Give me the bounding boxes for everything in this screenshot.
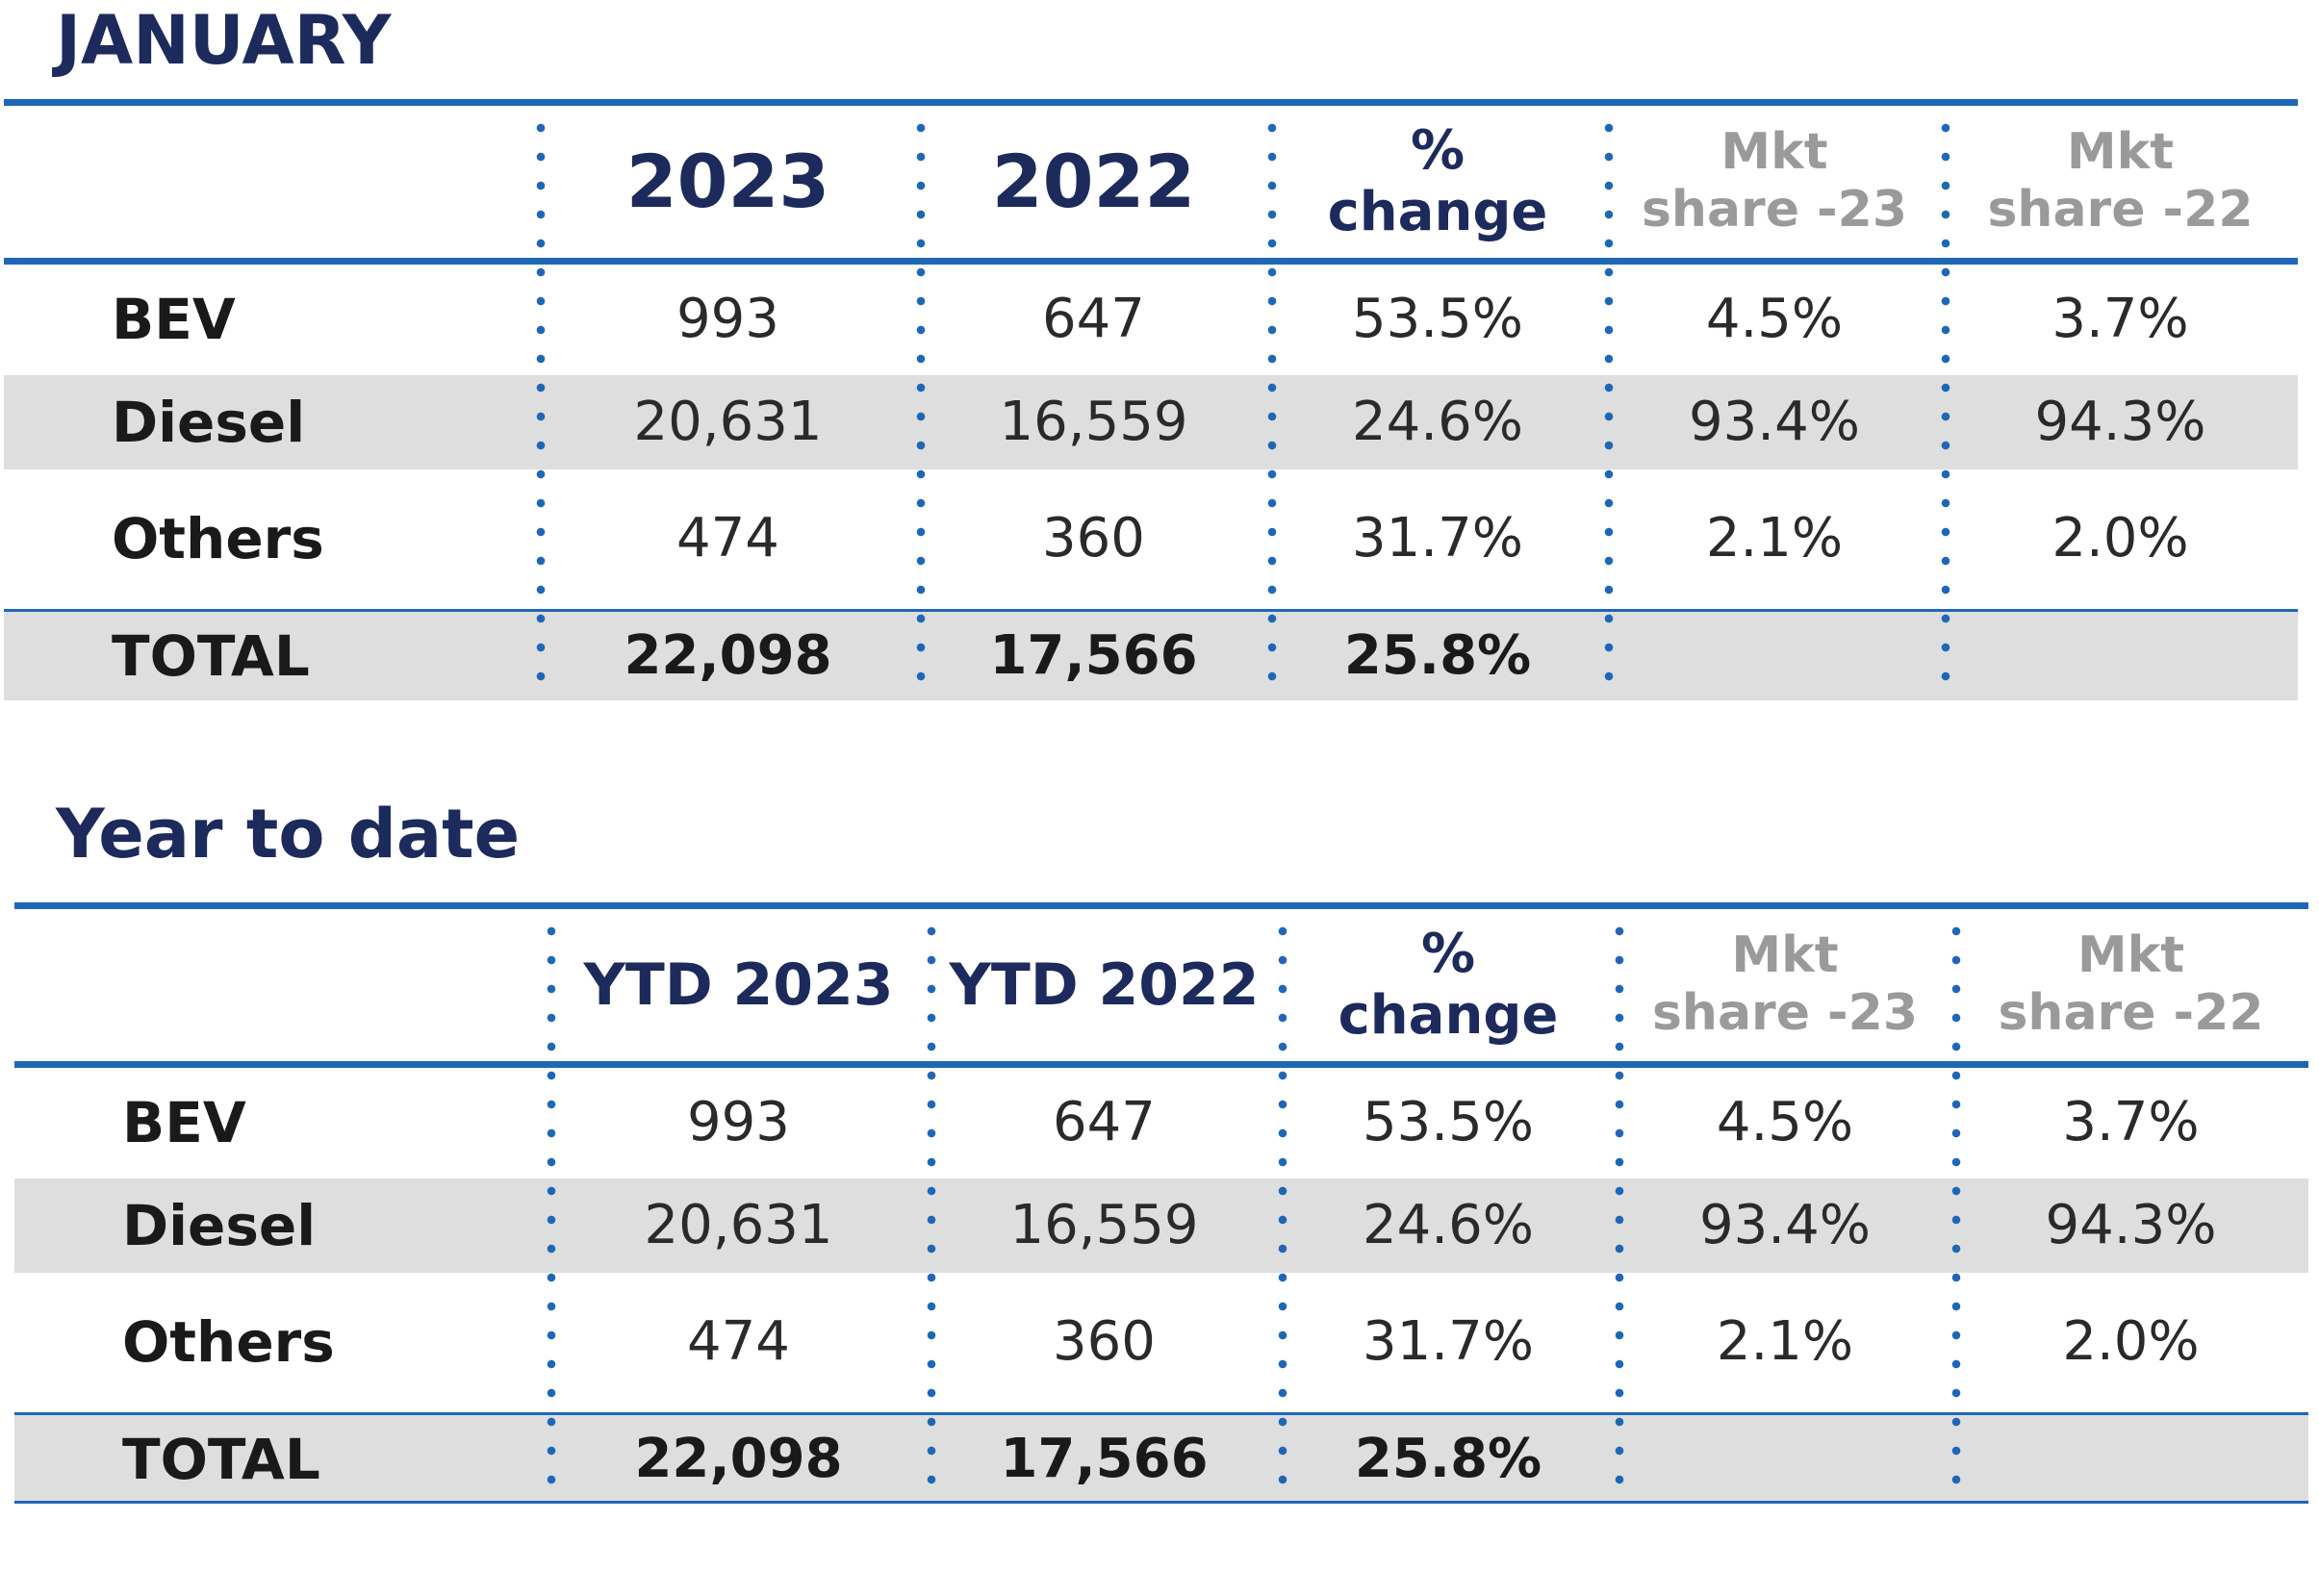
cell-pct-change: 25.8% xyxy=(1354,1427,1542,1490)
cell-mkt-share-22: 2.0% xyxy=(2062,1310,2200,1374)
column-divider xyxy=(1267,114,1277,700)
row-label: BEV xyxy=(112,287,236,353)
january-section: JANUARY 2023 2022 % change Mkt share -23… xyxy=(0,0,2319,712)
cell-ytd-2022: 17,566 xyxy=(1000,1427,1209,1490)
header-mkt22-line1: Mkt xyxy=(2077,926,2185,985)
header-row: YTD 2023 YTD 2022 % change Mkt share -23… xyxy=(14,909,2308,1061)
cell-2023: 993 xyxy=(676,288,779,351)
row-label: Diesel xyxy=(112,389,306,455)
header-pct-line2: change xyxy=(1327,181,1548,243)
cell-pct-change: 31.7% xyxy=(1352,507,1523,570)
header-mkt22-line2: share -22 xyxy=(1987,181,2254,239)
row-label: Others xyxy=(112,506,324,572)
table-row-others: Others 474 360 31.7% 2.1% 2.0% xyxy=(14,1273,2308,1412)
header-mkt23-line2: share -23 xyxy=(1641,181,1908,239)
cell-mkt-share-23: 4.5% xyxy=(1705,288,1844,351)
cell-2022: 16,559 xyxy=(999,390,1188,453)
table-row-bev: BEV 993 647 53.5% 4.5% 3.7% xyxy=(4,265,2298,375)
header-mkt-share-23: Mkt share -23 xyxy=(1617,909,1953,1061)
top-rule xyxy=(14,902,2308,909)
header-2022: 2022 xyxy=(991,139,1196,225)
column-divider xyxy=(1278,917,1287,1501)
cell-pct-change: 31.7% xyxy=(1363,1310,1534,1374)
column-divider xyxy=(536,114,546,700)
section-title: Year to date xyxy=(56,795,521,874)
header-rule xyxy=(4,258,2298,265)
header-2023: 2023 xyxy=(625,139,830,225)
column-divider xyxy=(927,917,936,1501)
table-row-total: TOTAL 22,098 17,566 25.8% xyxy=(4,612,2298,700)
table-row-diesel: Diesel 20,631 16,559 24.6% 93.4% 94.3% xyxy=(4,375,2298,469)
header-mkt23-line1: Mkt xyxy=(1731,926,1839,985)
header-mkt-share-23: Mkt share -23 xyxy=(1606,106,1943,258)
january-table: 2023 2022 % change Mkt share -23 Mkt sha… xyxy=(4,99,2298,700)
table-row-diesel: Diesel 20,631 16,559 24.6% 93.4% 94.3% xyxy=(14,1178,2308,1273)
cell-ytd-2023: 993 xyxy=(687,1091,790,1154)
cell-ytd-2022: 360 xyxy=(1053,1310,1156,1374)
header-mkt-share-22: Mkt share -22 xyxy=(1953,909,2308,1061)
cell-ytd-2023: 20,631 xyxy=(644,1193,833,1256)
header-mkt22-line1: Mkt xyxy=(2066,123,2175,182)
cell-ytd-2022: 647 xyxy=(1053,1091,1156,1154)
cell-mkt-share-22: 94.3% xyxy=(2034,390,2206,453)
total-rule xyxy=(4,609,2298,612)
header-mkt-share-22: Mkt share -22 xyxy=(1943,106,2298,258)
cell-mkt-share-23: 93.4% xyxy=(1689,390,1860,453)
cell-mkt-share-23: 4.5% xyxy=(1716,1091,1854,1154)
total-rule xyxy=(14,1412,2308,1415)
cell-ytd-2023: 474 xyxy=(687,1310,790,1374)
ytd-section: Year to date YTD 2023 YTD 2022 % change … xyxy=(0,789,2319,1539)
cell-mkt-share-23: 93.4% xyxy=(1699,1193,1871,1256)
cell-pct-change: 24.6% xyxy=(1352,390,1523,453)
header-ytd-2022: YTD 2022 xyxy=(949,950,1260,1019)
ytd-table: YTD 2023 YTD 2022 % change Mkt share -23… xyxy=(14,902,2308,1504)
header-mkt22-line2: share -22 xyxy=(1998,984,2264,1042)
column-divider xyxy=(547,917,556,1501)
cell-pct-change: 53.5% xyxy=(1363,1091,1534,1154)
header-pct-line1: % xyxy=(1420,922,1476,985)
cell-2023: 22,098 xyxy=(624,623,832,687)
cell-mkt-share-22: 3.7% xyxy=(2051,288,2189,351)
header-pct-line1: % xyxy=(1410,118,1465,182)
header-mkt23-line1: Mkt xyxy=(1720,123,1828,182)
column-divider xyxy=(1951,917,1961,1501)
header-pct-line2: change xyxy=(1338,984,1559,1047)
table-row-total: TOTAL 22,098 17,566 25.8% xyxy=(14,1415,2308,1504)
row-label: TOTAL xyxy=(112,622,310,689)
header-mkt23-line2: share -23 xyxy=(1651,984,1919,1042)
row-label: Others xyxy=(122,1309,335,1376)
cell-2023: 20,631 xyxy=(633,390,823,453)
cell-mkt-share-22: 2.0% xyxy=(2051,507,2189,570)
cell-pct-change: 53.5% xyxy=(1352,288,1523,351)
cell-2022: 17,566 xyxy=(989,623,1198,687)
cell-mkt-share-22: 3.7% xyxy=(2062,1091,2200,1154)
row-label: Diesel xyxy=(122,1192,317,1258)
column-divider xyxy=(1615,917,1624,1501)
row-label: BEV xyxy=(122,1090,246,1156)
cell-2022: 360 xyxy=(1042,507,1145,570)
column-divider xyxy=(916,114,926,700)
row-label: TOTAL xyxy=(122,1426,320,1492)
header-rule xyxy=(14,1061,2308,1068)
cell-ytd-2023: 22,098 xyxy=(634,1427,843,1490)
table-row-bev: BEV 993 647 53.5% 4.5% 3.7% xyxy=(14,1068,2308,1178)
cell-2023: 474 xyxy=(676,507,779,570)
cell-pct-change: 24.6% xyxy=(1363,1193,1534,1256)
header-pct-change: % change xyxy=(1269,106,1606,258)
header-ytd-2023: YTD 2023 xyxy=(583,950,894,1019)
cell-pct-change: 25.8% xyxy=(1343,623,1532,687)
cell-mkt-share-22: 94.3% xyxy=(2045,1193,2217,1256)
header-pct-change: % change xyxy=(1280,909,1617,1061)
cell-2022: 647 xyxy=(1042,288,1145,351)
column-divider xyxy=(1941,114,1950,700)
top-rule xyxy=(4,99,2298,106)
table-row-others: Others 474 360 31.7% 2.1% 2.0% xyxy=(4,469,2298,609)
bottom-rule xyxy=(14,1501,2308,1504)
cell-mkt-share-23: 2.1% xyxy=(1716,1310,1854,1374)
cell-mkt-share-23: 2.1% xyxy=(1705,507,1844,570)
column-divider xyxy=(1604,114,1614,700)
header-row: 2023 2022 % change Mkt share -23 Mkt sha… xyxy=(4,106,2298,258)
section-title: JANUARY xyxy=(56,1,392,80)
cell-ytd-2022: 16,559 xyxy=(1009,1193,1199,1256)
